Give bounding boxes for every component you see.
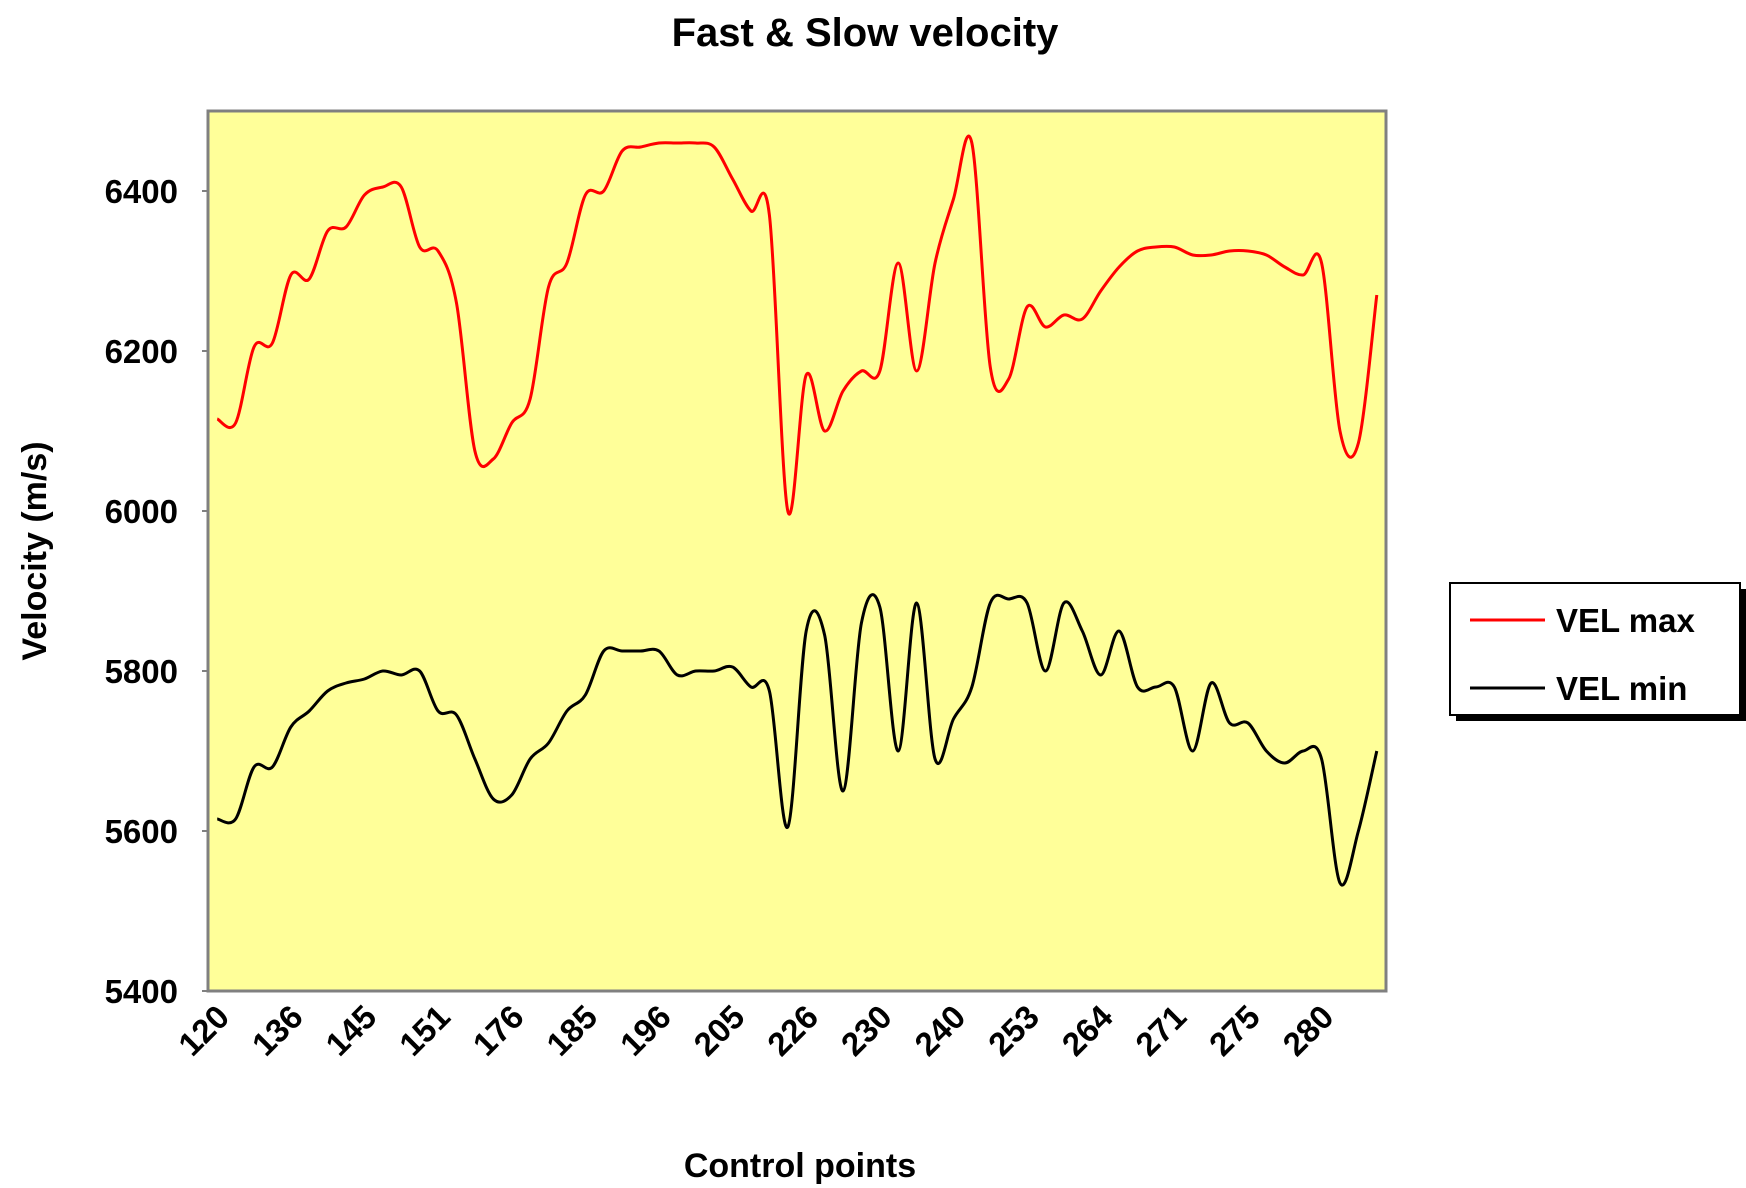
y-tick-label: 5600 [105, 813, 178, 850]
plot-area [206, 109, 1388, 993]
x-tick-label: 120 [171, 998, 236, 1063]
x-tick-label: 196 [613, 998, 678, 1063]
x-tick-label: 275 [1202, 998, 1267, 1063]
y-axis-label: Velocity (m/s) [16, 441, 54, 660]
y-tick-label: 6200 [105, 333, 178, 370]
x-tick-label: 185 [539, 998, 604, 1063]
y-tick-label: 6000 [105, 493, 178, 530]
legend-label: VEL min [1556, 670, 1687, 707]
x-tick-label: 176 [466, 998, 531, 1063]
series-line [216, 593, 1379, 887]
legend-label: VEL max [1556, 602, 1695, 639]
x-axis-label: Control points [684, 1147, 916, 1185]
x-tick-label: 271 [1128, 998, 1193, 1063]
x-tick-label: 264 [1055, 997, 1121, 1063]
y-tick-label: 6400 [105, 173, 178, 210]
x-tick-label: 253 [981, 998, 1046, 1063]
x-tick-label: 151 [392, 998, 457, 1063]
chart-title: Fast & Slow velocity [672, 11, 1060, 55]
legend [1449, 582, 1741, 716]
series-line [216, 134, 1379, 516]
x-tick-label: 145 [318, 998, 383, 1063]
x-tick-label: 205 [686, 998, 751, 1063]
x-tick-label: 280 [1275, 998, 1340, 1063]
y-tick-label: 5400 [105, 973, 178, 1010]
x-tick-label: 230 [834, 998, 899, 1063]
x-tick-label: 226 [760, 998, 825, 1063]
x-tick-label: 136 [245, 998, 310, 1063]
x-tick-label: 240 [907, 998, 972, 1063]
y-tick-label: 5800 [105, 653, 178, 690]
